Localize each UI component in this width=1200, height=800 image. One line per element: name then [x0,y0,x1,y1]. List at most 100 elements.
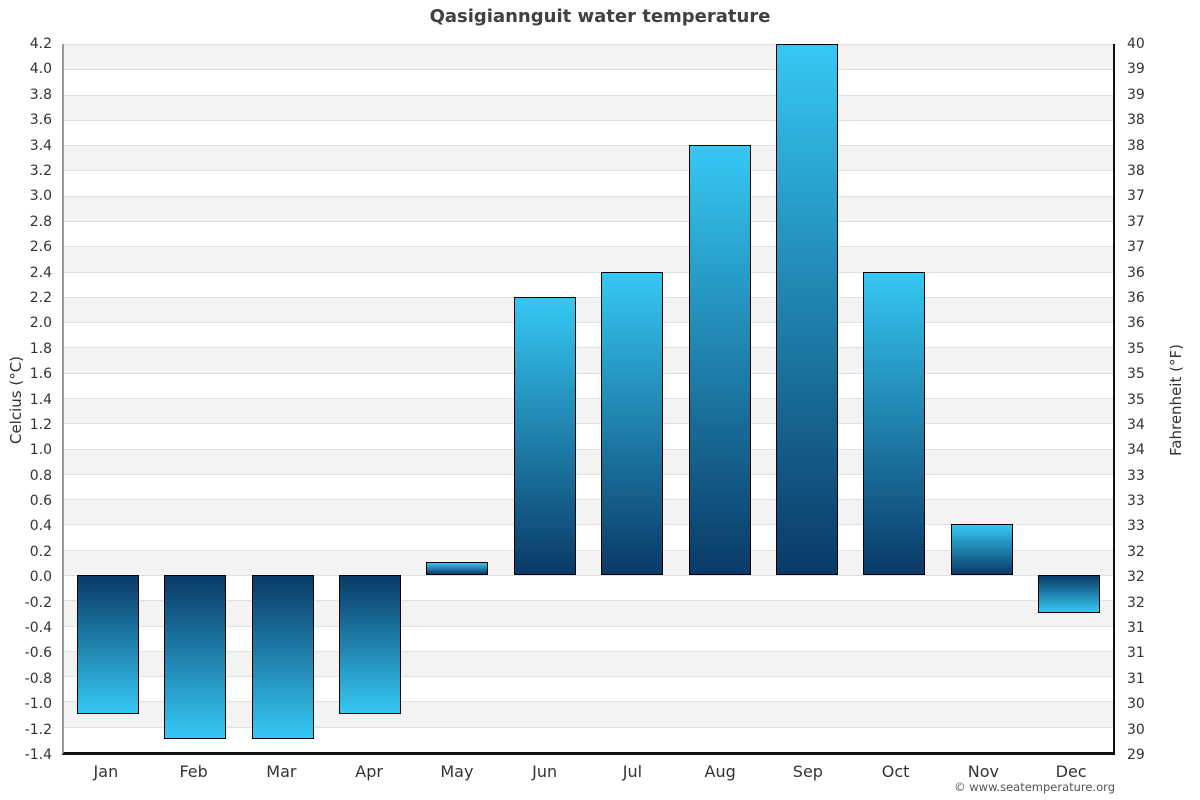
chart-title: Qasigiannguit water temperature [429,6,771,27]
bar-jun [513,296,576,575]
y-tick-fahrenheit: 33 [1127,493,1145,510]
plot-band [64,701,1113,727]
plot-band [64,44,1113,70]
y-tick-fahrenheit: 32 [1127,543,1145,560]
y-tick-celsius: 2.0 [29,315,52,332]
y-tick-fahrenheit: 35 [1127,340,1145,357]
y-tick-fahrenheit: 34 [1127,442,1145,459]
y-tick-celsius: 0.8 [29,467,52,484]
plot-band [64,296,1113,323]
y-tick-celsius: 0.6 [29,493,52,510]
y-tick-fahrenheit: 31 [1127,620,1145,637]
y-tick-fahrenheit: 39 [1127,61,1145,78]
y-tick-celsius: 3.2 [29,162,52,179]
y-tick-fahrenheit: 31 [1127,670,1145,687]
y-tick-celsius: 3.8 [29,86,52,103]
y-tick-fahrenheit: 30 [1127,721,1145,738]
y-tick-fahrenheit: 29 [1127,747,1145,763]
y-ticks-fahrenheit: 40 39 39 38 38 38 37 37 37 36 36 36 35 35 35 34 34 33 33 33… [1127,37,1187,762]
y-tick-celsius: 3.6 [29,112,52,129]
y-tick-fahrenheit: 39 [1127,86,1145,103]
y-tick-fahrenheit: 37 [1127,213,1145,230]
bar-sep [776,44,839,575]
y-tick-celsius: 3.4 [29,137,52,154]
y-tick-celsius: 2.8 [29,213,52,230]
plot-band [64,322,1113,348]
y-tick-celsius: -1.4 [24,747,52,763]
plot-band [64,246,1113,272]
y-tick-celsius: 2.4 [29,264,52,281]
bars [64,44,1113,752]
plot-band [64,372,1113,398]
plot-band [64,676,1113,702]
plot-band [64,549,1113,575]
x-label-jul: Jul [622,762,643,781]
plot-band [64,195,1113,221]
y-tick-fahrenheit: 31 [1127,645,1145,662]
x-label-jan: Jan [93,762,119,781]
y-tick-celsius: -0.8 [24,670,52,687]
x-label-nov: Nov [967,762,999,781]
x-label-aug: Aug [704,762,736,781]
x-label-jun: Jun [532,762,558,781]
plot-area [62,44,1115,755]
plot-band [64,650,1113,677]
x-label-apr: Apr [355,762,383,781]
y-tick-fahrenheit: 35 [1127,391,1145,408]
y-tick-celsius: 1.6 [29,366,52,383]
y-tick-celsius: 2.6 [29,239,52,256]
y-tick-fahrenheit: 40 [1127,36,1145,52]
y-tick-celsius: 4.2 [29,36,52,52]
y-tick-celsius: 0.4 [29,518,52,535]
bar-dec [1038,575,1101,613]
plot-bands [64,44,1113,752]
bar-apr [338,575,401,715]
plot-band [64,423,1113,449]
y-tick-fahrenheit: 33 [1127,518,1145,535]
y-tick-fahrenheit: 37 [1127,239,1145,256]
y-tick-celsius: 1.4 [29,391,52,408]
plot-band [64,119,1113,146]
plot-band [64,69,1113,95]
y-tick-fahrenheit: 38 [1127,162,1145,179]
plot-band [64,398,1113,424]
y-tick-celsius: 0.2 [29,543,52,560]
y-tick-fahrenheit: 36 [1127,315,1145,332]
x-label-oct: Oct [881,762,910,781]
plot-band [64,600,1113,626]
y-tick-celsius: 2.2 [29,289,52,306]
bar-may [426,562,489,575]
y-tick-celsius: 3.0 [29,188,52,205]
plot-band [64,170,1113,196]
bar-mar [251,575,314,740]
x-label-sep: Sep [792,762,823,781]
bar-jul [601,271,664,575]
bar-nov [950,524,1013,575]
y-tick-fahrenheit: 33 [1127,467,1145,484]
plot-band [64,726,1113,752]
plot-band [64,448,1113,474]
y-tick-fahrenheit: 36 [1127,264,1145,281]
plot-band [64,271,1113,297]
bar-aug [688,145,751,575]
y-tick-celsius: 1.2 [29,416,52,433]
y-tick-fahrenheit: 38 [1127,137,1145,154]
y-tick-fahrenheit: 32 [1127,569,1145,586]
y-tick-fahrenheit: 35 [1127,366,1145,383]
copyright-text: © www.seatemperature.org [954,780,1115,794]
plot-band [64,625,1113,651]
y-tick-fahrenheit: 34 [1127,416,1145,433]
y-tick-celsius: -1.0 [24,696,52,713]
plot-band [64,575,1113,601]
plot-band [64,524,1113,550]
y-tick-celsius: 1.0 [29,442,52,459]
bar-oct [863,271,926,575]
y-tick-fahrenheit: 32 [1127,594,1145,611]
x-label-feb: Feb [179,762,208,781]
x-axis-labels: Jan Feb Mar Apr May Jun Jul Aug Sep Oct Nov Dec [62,762,1115,784]
bar-jan [76,575,139,715]
y-tick-fahrenheit: 30 [1127,696,1145,713]
plot-band [64,473,1113,500]
y-tick-celsius: -0.2 [24,594,52,611]
plot-band [64,499,1113,525]
